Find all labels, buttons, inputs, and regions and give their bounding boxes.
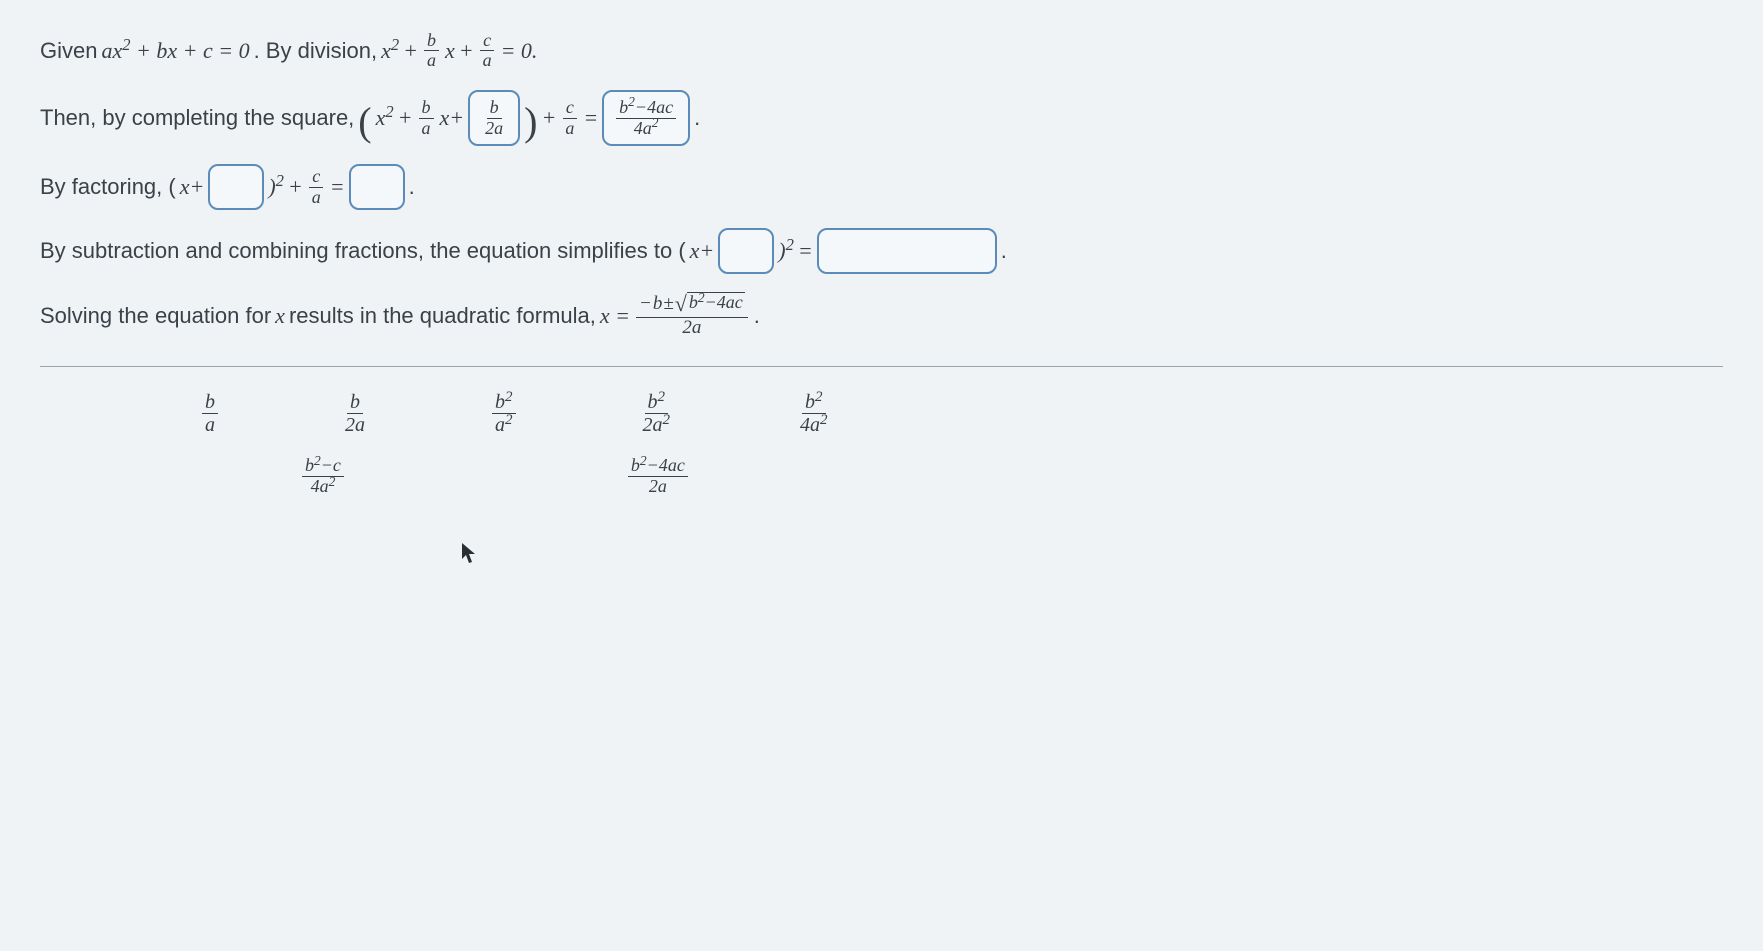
- math-paren-sq: )2: [268, 166, 284, 208]
- text-factoring: By factoring, (: [40, 166, 176, 208]
- option-b2-2a2[interactable]: b2 2a2: [640, 391, 674, 436]
- line-given: Given ax2 + bx + c = 0 . By division, x2…: [40, 30, 1723, 72]
- options-row-2: b2−c 4a2 b2−4ac 2a: [40, 456, 1723, 497]
- text-period-2: .: [409, 166, 415, 208]
- math-xplus-2: x+: [180, 166, 205, 208]
- math-plus-5: +: [288, 166, 303, 208]
- empty-box-2[interactable]: [349, 164, 405, 210]
- option-b2c-4a2[interactable]: b2−c 4a2: [302, 456, 344, 497]
- math-x-var: x: [275, 295, 285, 337]
- math-plus-4: +: [541, 97, 556, 139]
- math-eq-zero: = 0.: [501, 30, 538, 72]
- line-completing-square: Then, by completing the square, ( x2 + b…: [40, 90, 1723, 147]
- text-period-3: .: [1001, 230, 1007, 272]
- frac-b-over-a: b a: [424, 31, 439, 72]
- frac-c-over-a-2: c a: [562, 98, 577, 139]
- math-plus-1: +: [403, 30, 418, 72]
- empty-box-4[interactable]: [817, 228, 997, 274]
- cursor-icon: [460, 537, 1723, 579]
- text-completing: Then, by completing the square,: [40, 97, 354, 139]
- math-x2-b: x2: [376, 97, 394, 139]
- line-solving: Solving the equation for x results in th…: [40, 292, 1723, 338]
- filled-box-disc[interactable]: b2−4ac 4a2: [602, 90, 690, 147]
- text-by-division: . By division,: [254, 30, 378, 72]
- frac-disc-boxed: b2−4ac 4a2: [616, 98, 676, 139]
- frac-c-over-a-3: c a: [309, 167, 324, 208]
- text-solving-mid: results in the quadratic formula,: [289, 295, 596, 337]
- frac-c-over-a: c a: [480, 31, 495, 72]
- math-ax2: ax2 + bx + c = 0: [101, 30, 249, 72]
- empty-box-1[interactable]: [208, 164, 264, 210]
- divider: [40, 366, 1723, 367]
- math-x-1: x: [445, 30, 455, 72]
- frac-b-over-a-2: b a: [419, 98, 434, 139]
- math-eq-2: =: [330, 166, 345, 208]
- text-solving-pre: Solving the equation for: [40, 295, 271, 337]
- option-b2-a2[interactable]: b2 a2: [492, 391, 516, 436]
- math-x-eq: x =: [600, 295, 630, 337]
- math-plus-3: +: [398, 97, 413, 139]
- option-b-2a[interactable]: b 2a: [342, 391, 368, 436]
- option-b2-4a2[interactable]: b2 4a2: [797, 391, 831, 436]
- math-eq-1: =: [583, 97, 598, 139]
- text-period-4: .: [754, 295, 760, 337]
- math-plus-2: +: [459, 30, 474, 72]
- empty-box-3[interactable]: [718, 228, 774, 274]
- filled-box-b-2a[interactable]: b 2a: [468, 90, 520, 147]
- option-b-a[interactable]: b a: [202, 391, 218, 436]
- frac-b-2a-boxed: b 2a: [482, 98, 506, 139]
- option-b24ac-2a[interactable]: b2−4ac 2a: [628, 456, 688, 497]
- math-paren-sq-2: )2: [778, 230, 794, 272]
- math-xplus: x+: [440, 97, 465, 139]
- line-factoring: By factoring, ( x+ )2 + c a = .: [40, 164, 1723, 210]
- math-xplus-3: x+: [690, 230, 715, 272]
- frac-quadratic-formula: −b±√b2−4ac 2a: [636, 292, 748, 338]
- math-eq-3: =: [798, 230, 813, 272]
- text-given: Given: [40, 30, 97, 72]
- text-subtraction: By subtraction and combining fractions, …: [40, 230, 686, 272]
- line-subtraction: By subtraction and combining fractions, …: [40, 228, 1723, 274]
- text-period-1: .: [694, 97, 700, 139]
- math-x2: x2: [381, 30, 399, 72]
- options-row-1: b a b 2a b2 a2 b2 2a2 b2 4a2: [40, 391, 1723, 436]
